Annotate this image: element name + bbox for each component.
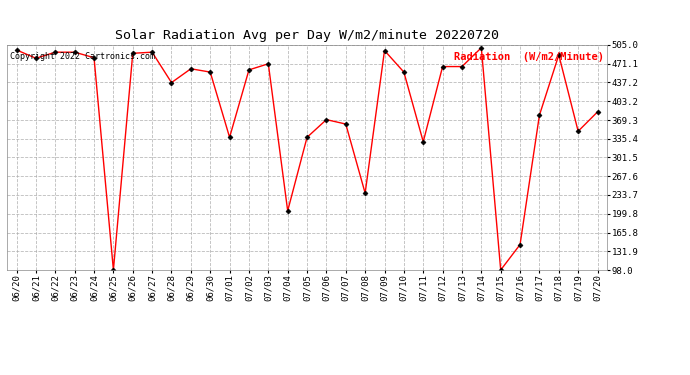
Text: Copyright 2022 Cartronics.com: Copyright 2022 Cartronics.com bbox=[10, 52, 155, 61]
Text: Radiation  (W/m2/Minute): Radiation (W/m2/Minute) bbox=[454, 52, 604, 62]
Title: Solar Radiation Avg per Day W/m2/minute 20220720: Solar Radiation Avg per Day W/m2/minute … bbox=[115, 30, 499, 42]
